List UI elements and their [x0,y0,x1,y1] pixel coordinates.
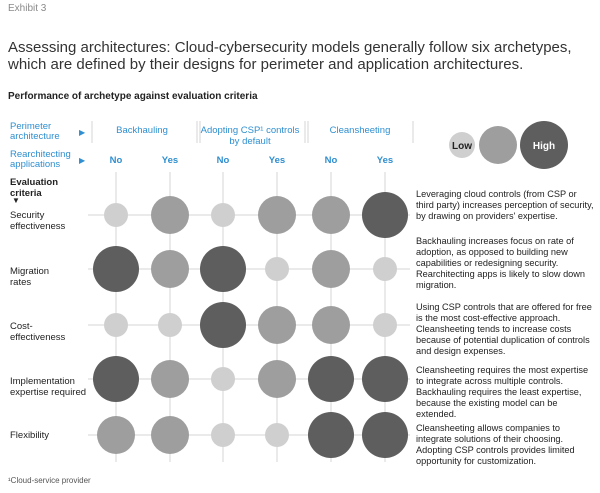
chart-title: Assessing architectures: Cloud-cybersecu… [8,39,572,73]
bubble [265,257,289,281]
bubble [258,306,296,344]
bubble [362,412,408,458]
bubble [104,313,128,337]
bubble [200,246,246,292]
bubble [258,196,296,234]
bubble [151,416,189,454]
legend-low-label: Low [452,141,472,152]
bubble [265,423,289,447]
criteria-down-arrow-icon: ▼ [12,196,20,205]
bubbles [93,192,408,458]
rearchitecting-arrow-icon: ▶ [79,156,86,165]
bubble [97,416,135,454]
footnote: ¹Cloud-service provider [8,476,91,485]
column-rearchitect-label: No [324,155,338,166]
legend: Low High [449,121,568,169]
row-note: Backhauling increases focus on rate of a… [416,236,586,290]
row-note: Cleansheeting allows companies to integr… [416,423,575,466]
bubble [211,367,235,391]
criterion-label: Migration rates [10,266,50,288]
evaluation-criteria-label: Evaluation criteria [10,177,59,199]
bubble [362,192,408,238]
bubble [93,356,139,402]
row-note: Using CSP controls that are offered for … [416,302,592,356]
bubble [373,257,397,281]
bubble [312,250,350,288]
row-note: Leveraging cloud controls (from CSP or t… [416,189,594,221]
criterion-label: Security effectiveness [10,210,66,232]
perimeter-arrow-icon: ▶ [79,128,86,137]
bubble [308,356,354,402]
bubble [211,423,235,447]
bubble [362,356,408,402]
row-note: Cleansheeting requires the most expertis… [416,365,589,419]
column-rearchitect-label: Yes [268,155,286,166]
bubble [104,203,128,227]
bubble [158,313,182,337]
bubble [151,196,189,234]
bubble [312,306,350,344]
column-rearchitect-label: No [216,155,230,166]
column-group-backhauling: Backhauling [116,125,168,136]
exhibit-label: Exhibit 3 [8,3,47,14]
legend-low-circle [449,132,475,158]
criterion-label: Flexibility [10,430,50,441]
column-rearchitect-label: Yes [376,155,394,166]
column-rearchitect-label: No [109,155,123,166]
legend-high-circle [520,121,568,169]
grid-lines [88,121,414,462]
bubble [312,196,350,234]
perimeter-architecture-label: Perimeter architecture [10,121,60,142]
chart-subtitle: Performance of archetype against evaluat… [8,91,258,102]
criterion-label: Cost-effectiveness [10,321,66,343]
bubble [200,302,246,348]
bubble [151,360,189,398]
column-group-cleansheeting: Cleansheeting [329,125,391,136]
bubble [373,313,397,337]
criterion-label: Implementation expertise required [10,376,87,398]
bubble [93,246,139,292]
rearchitecting-applications-label: Rearchitecting applications [10,149,71,170]
column-rearchitect-label: Yes [161,155,179,166]
bubble [258,360,296,398]
legend-high-label: High [533,141,555,152]
bubble [211,203,235,227]
bubble [151,250,189,288]
column-group-adopting-csp: Adopting CSP¹ controls by default [200,125,300,147]
bubble [308,412,354,458]
legend-mid-circle [479,126,517,164]
